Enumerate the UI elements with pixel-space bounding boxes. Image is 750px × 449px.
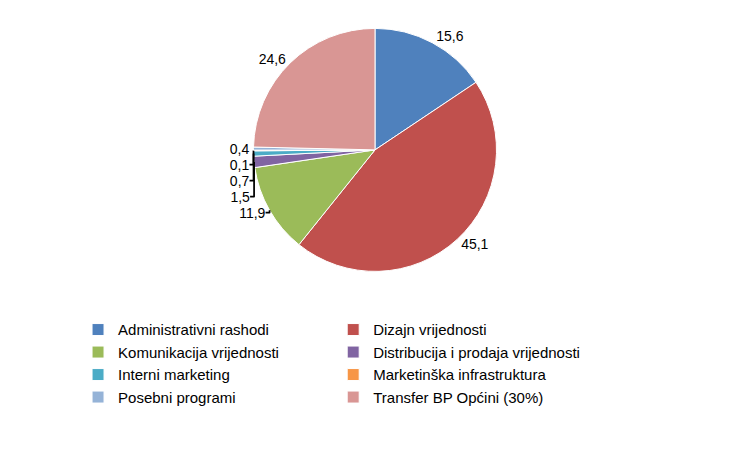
svg-text:Dizajn vrijednosti: Dizajn vrijednosti <box>373 321 486 338</box>
svg-text:24,6: 24,6 <box>259 51 286 67</box>
svg-text:0,4: 0,4 <box>230 141 250 157</box>
svg-text:0,1: 0,1 <box>230 157 250 173</box>
svg-text:1,5: 1,5 <box>230 189 250 205</box>
svg-text:Interni marketing: Interni marketing <box>118 366 230 383</box>
svg-text:Posebni programi: Posebni programi <box>118 389 236 406</box>
svg-text:Administrativni rashodi: Administrativni rashodi <box>118 321 269 338</box>
svg-text:Transfer BP Općini (30%): Transfer BP Općini (30%) <box>373 389 543 406</box>
svg-text:45,1: 45,1 <box>461 236 488 252</box>
svg-text:Marketinška infrastruktura: Marketinška infrastruktura <box>373 366 546 383</box>
svg-text:11,9: 11,9 <box>239 205 265 221</box>
svg-text:Komunikacija vrijednosti: Komunikacija vrijednosti <box>118 344 279 361</box>
svg-text:15,6: 15,6 <box>436 28 463 44</box>
svg-text:Distribucija i prodaja vrijedn: Distribucija i prodaja vrijednosti <box>373 344 580 361</box>
svg-text:0,7: 0,7 <box>230 173 250 189</box>
